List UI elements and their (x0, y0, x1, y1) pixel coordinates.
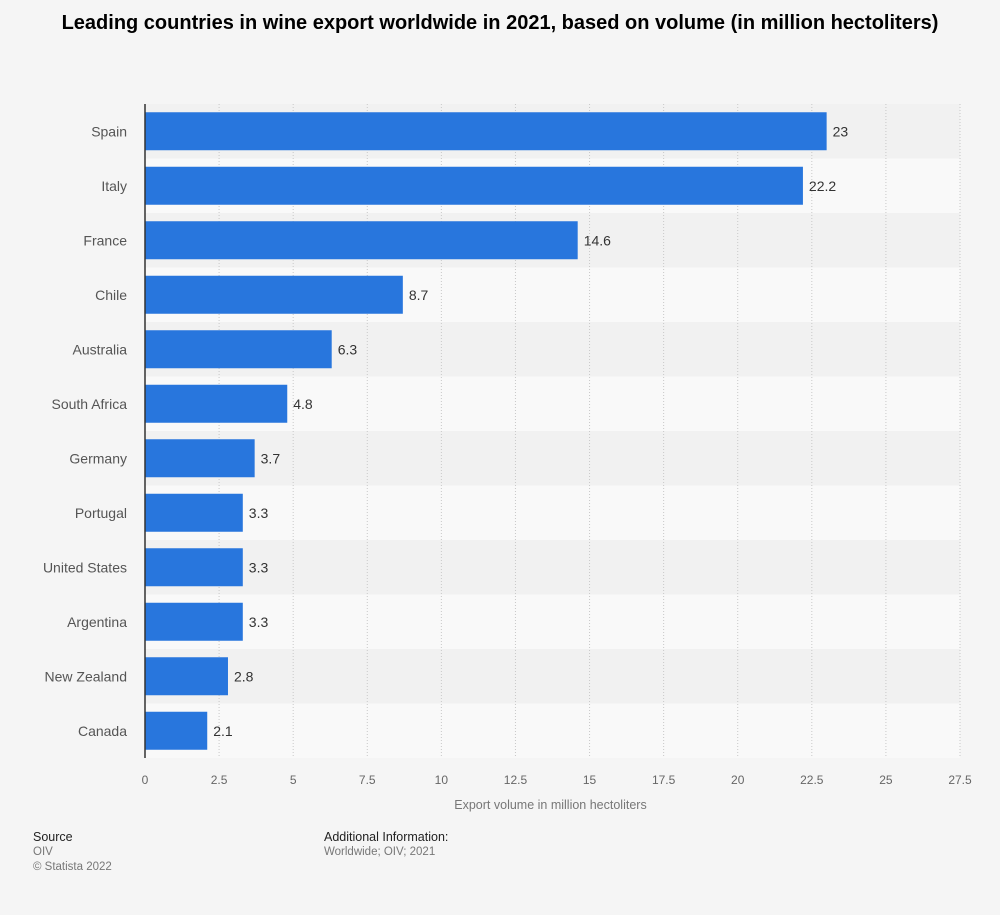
bar (145, 330, 332, 369)
bar (145, 602, 243, 641)
x-axis-label: Export volume in million hectoliters (454, 798, 646, 812)
value-label: 6.3 (338, 341, 358, 357)
bar (145, 548, 243, 587)
row-band (145, 540, 960, 595)
category-label: Italy (101, 178, 127, 194)
category-label: New Zealand (45, 668, 128, 684)
source-block: Source OIV © Statista 2022 (33, 830, 112, 875)
value-label: 2.1 (213, 723, 233, 739)
row-band (145, 485, 960, 540)
x-tick-label: 2.5 (211, 773, 228, 787)
category-label: Canada (78, 723, 127, 739)
category-label: Spain (91, 123, 127, 139)
bar (145, 221, 578, 260)
source-value[interactable]: OIV (33, 846, 53, 858)
bar-chart: Spain 23 Italy 22.2 France 14.6 Chile 8.7 Austra… (43, 104, 972, 812)
category-label: Argentina (67, 614, 127, 630)
value-label: 2.8 (234, 668, 254, 684)
x-tick-label: 17.5 (652, 773, 676, 787)
value-label: 23 (833, 123, 849, 139)
category-label: Chile (95, 287, 127, 303)
row-band (145, 594, 960, 649)
row-band (145, 703, 960, 758)
category-label: Australia (73, 341, 128, 357)
x-tick-label: 5 (290, 773, 297, 787)
category-label: Germany (69, 450, 127, 466)
x-tick-label: 20 (731, 773, 745, 787)
value-label: 3.3 (249, 505, 269, 521)
value-label: 3.3 (249, 559, 269, 575)
copyright-text: © Statista 2022 (33, 861, 112, 873)
bar (145, 275, 403, 314)
category-label: France (83, 232, 127, 248)
category-label: United States (43, 559, 127, 575)
bar (145, 657, 228, 696)
chart-title: Leading countries in wine export worldwi… (61, 12, 939, 34)
additional-info-block: Additional Information: Worldwide; OIV; … (324, 830, 448, 860)
source-label: Source (33, 830, 73, 844)
value-label: 8.7 (409, 287, 429, 303)
value-label: 22.2 (809, 178, 836, 194)
bar (145, 112, 827, 151)
value-label: 3.3 (249, 614, 269, 630)
category-label: South Africa (52, 396, 128, 412)
bar (145, 384, 288, 423)
row-band (145, 431, 960, 486)
x-tick-label: 0 (142, 773, 149, 787)
category-label: Portugal (75, 505, 127, 521)
bar (145, 439, 255, 478)
x-tick-label: 12.5 (504, 773, 528, 787)
x-tick-label: 22.5 (800, 773, 824, 787)
value-label: 3.7 (261, 450, 281, 466)
row-band (145, 649, 960, 704)
bar (145, 166, 803, 205)
value-label: 4.8 (293, 396, 313, 412)
x-tick-label: 10 (435, 773, 449, 787)
additional-info-label: Additional Information: (324, 830, 449, 844)
value-label: 14.6 (584, 232, 611, 248)
x-tick-label: 27.5 (948, 773, 972, 787)
x-tick-label: 7.5 (359, 773, 376, 787)
bar (145, 493, 243, 532)
additional-info-value: Worldwide; OIV; 2021 (324, 846, 436, 858)
x-tick-label: 25 (879, 773, 893, 787)
x-tick-label: 15 (583, 773, 597, 787)
bar (145, 711, 208, 750)
